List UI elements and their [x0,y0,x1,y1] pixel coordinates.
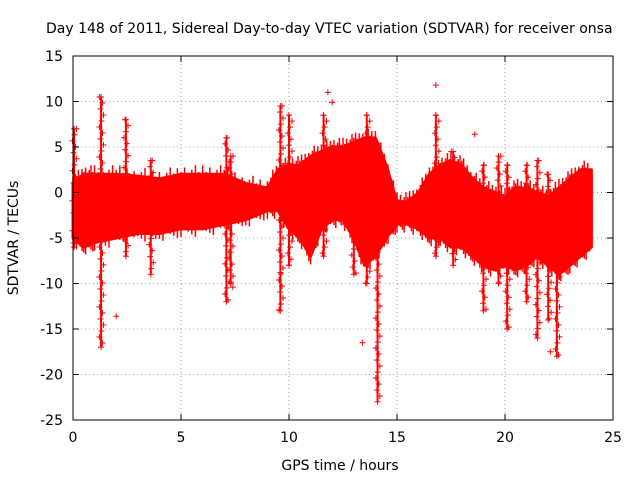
axis-ticks: 0 5 10 15 20 25 15 10 5 0 -5 -10 -15 -20 -25 [40,49,622,446]
x-tick-label: 0 [69,430,78,446]
x-axis-label: GPS time / hours [281,458,398,474]
x-tick-label: 25 [604,430,622,446]
y-tick-label: -20 [40,368,63,384]
x-tick-label: 10 [280,430,298,446]
y-tick-label: -10 [40,277,63,293]
x-tick-label: 20 [496,430,514,446]
x-tick-label: 15 [388,430,406,446]
y-tick-label: 15 [45,49,63,65]
plot-frame [72,55,614,421]
chart-title: Day 148 of 2011, Sidereal Day-to-day VTE… [46,21,613,37]
outlier-points [113,82,554,355]
y-tick-label: 0 [54,186,63,202]
y-tick-label: 10 [45,95,63,111]
y-tick-label: -5 [49,231,63,247]
y-tick-label: -15 [40,322,63,338]
data-spikes [69,93,563,405]
y-tick-label: -25 [40,413,63,429]
y-axis-label: SDTVAR / TECUs [6,181,22,296]
x-tick-label: 5 [177,430,186,446]
y-tick-label: 5 [54,140,63,156]
